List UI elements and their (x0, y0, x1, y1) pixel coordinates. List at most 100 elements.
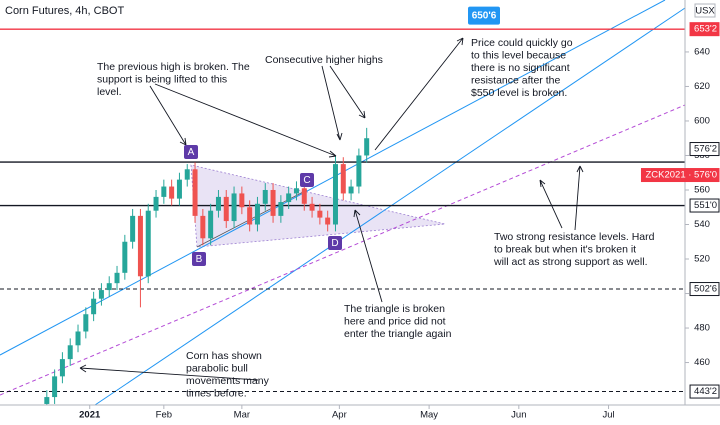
candle-body (98, 290, 104, 299)
target-box (468, 6, 500, 25)
currency: USX (695, 6, 715, 17)
x-tick-label: Mar (234, 410, 250, 421)
annotation: to this level because (471, 49, 566, 61)
arrow (154, 83, 337, 158)
candle-body (130, 215, 136, 242)
candle-body (364, 138, 370, 156)
annotation: Two strong resistance levels. Hard (494, 231, 655, 243)
price-tag-label: 443'2 (694, 386, 717, 397)
price-tag-label: ZCK2021 · 576'0 (645, 170, 717, 181)
price-tag-bg (689, 282, 720, 297)
candle-body (137, 215, 143, 277)
price-tag: 502'6 (689, 282, 720, 297)
y-tick-label: 540 (694, 219, 710, 230)
x-tick-label: Jul (602, 410, 614, 421)
x-tick-label: 2021 (79, 410, 101, 421)
candle-body (114, 272, 120, 284)
candle-body (192, 169, 198, 216)
currency-box (694, 3, 716, 18)
candle-body (52, 376, 58, 398)
price-tag-bg (689, 142, 720, 157)
annotation: resistance after the (471, 74, 560, 86)
candle-body (59, 359, 65, 377)
candle-body (356, 155, 362, 187)
x-tick-label: Apr (332, 410, 347, 421)
candle-body (169, 186, 175, 199)
point-text: A (188, 147, 195, 158)
trend-line (0, 104, 686, 396)
candle-body (239, 193, 245, 208)
price-tag-label: 653'2 (694, 24, 717, 35)
candle-body (176, 179, 182, 199)
point-box (328, 236, 342, 250)
price-tag: 551'0 (689, 198, 720, 213)
point-label: D (328, 236, 342, 250)
time-axis (0, 405, 720, 425)
point-text: C (303, 175, 310, 186)
arrow (539, 179, 563, 229)
y-tick-label: 560 (694, 185, 710, 196)
annotation: times before. (186, 387, 247, 399)
candle-body (122, 241, 128, 273)
arrow (329, 65, 366, 119)
y-tick-label: 640 (694, 46, 710, 57)
candle-body (332, 164, 338, 225)
candle-body (325, 217, 331, 225)
price-tag: 653'2 (689, 22, 720, 37)
y-tick-label: 520 (694, 254, 710, 265)
arrow (321, 65, 343, 141)
candle-body (340, 164, 346, 194)
price-tag-label: 576'2 (694, 144, 717, 155)
arrows (79, 37, 584, 381)
x-tick-label: Jun (511, 410, 526, 421)
candle-body (145, 210, 151, 277)
price-tag-bg (689, 384, 720, 399)
arrow (79, 364, 259, 381)
candle-body (75, 331, 81, 346)
candles (44, 127, 370, 408)
annotations: The previous high is broken. Thesupport … (97, 37, 655, 400)
point-label: B (192, 252, 206, 266)
levels (0, 28, 685, 393)
candle-body (247, 207, 253, 225)
candle-body (262, 189, 268, 204)
annotation: $550 level is broken. (471, 87, 567, 99)
arrow (149, 85, 187, 146)
channel-lower (94, 7, 686, 406)
candle-body (83, 314, 89, 332)
annotation: there is no significant (471, 62, 570, 74)
y-tick-label: 480 (694, 323, 710, 334)
annotation: The previous high is broken. The (97, 61, 250, 73)
y-tick-label: 460 (694, 357, 710, 368)
point-label: A (184, 145, 198, 159)
candle-body (153, 196, 159, 211)
candle-body (278, 202, 284, 216)
point-box (300, 173, 314, 187)
candle-body (44, 397, 50, 404)
candle-body (286, 193, 292, 203)
candle-body (208, 210, 214, 239)
annotation: will act as strong support as well. (493, 256, 647, 268)
candle-body (348, 186, 354, 194)
annotation: The triangle is broken (344, 303, 445, 315)
arrow (374, 37, 464, 151)
price-tag-label: 502'6 (694, 284, 717, 295)
point-text: B (196, 254, 203, 265)
x-tick-label: Feb (156, 410, 172, 421)
candle-body (200, 215, 206, 239)
candle-body (309, 203, 315, 211)
candle-body (317, 210, 323, 218)
candle-body (254, 203, 260, 225)
annotation: to break but when it's broken it (494, 243, 636, 255)
annotation: here and price did not (344, 315, 446, 327)
candle-body (270, 189, 276, 216)
candle-body (106, 283, 112, 291)
price-tag: 576'2 (689, 142, 720, 157)
chart-title: Corn Futures, 4h, CBOT (5, 5, 124, 17)
annotation: level. (97, 86, 122, 98)
candle-body (91, 298, 97, 315)
arrow (574, 165, 584, 231)
